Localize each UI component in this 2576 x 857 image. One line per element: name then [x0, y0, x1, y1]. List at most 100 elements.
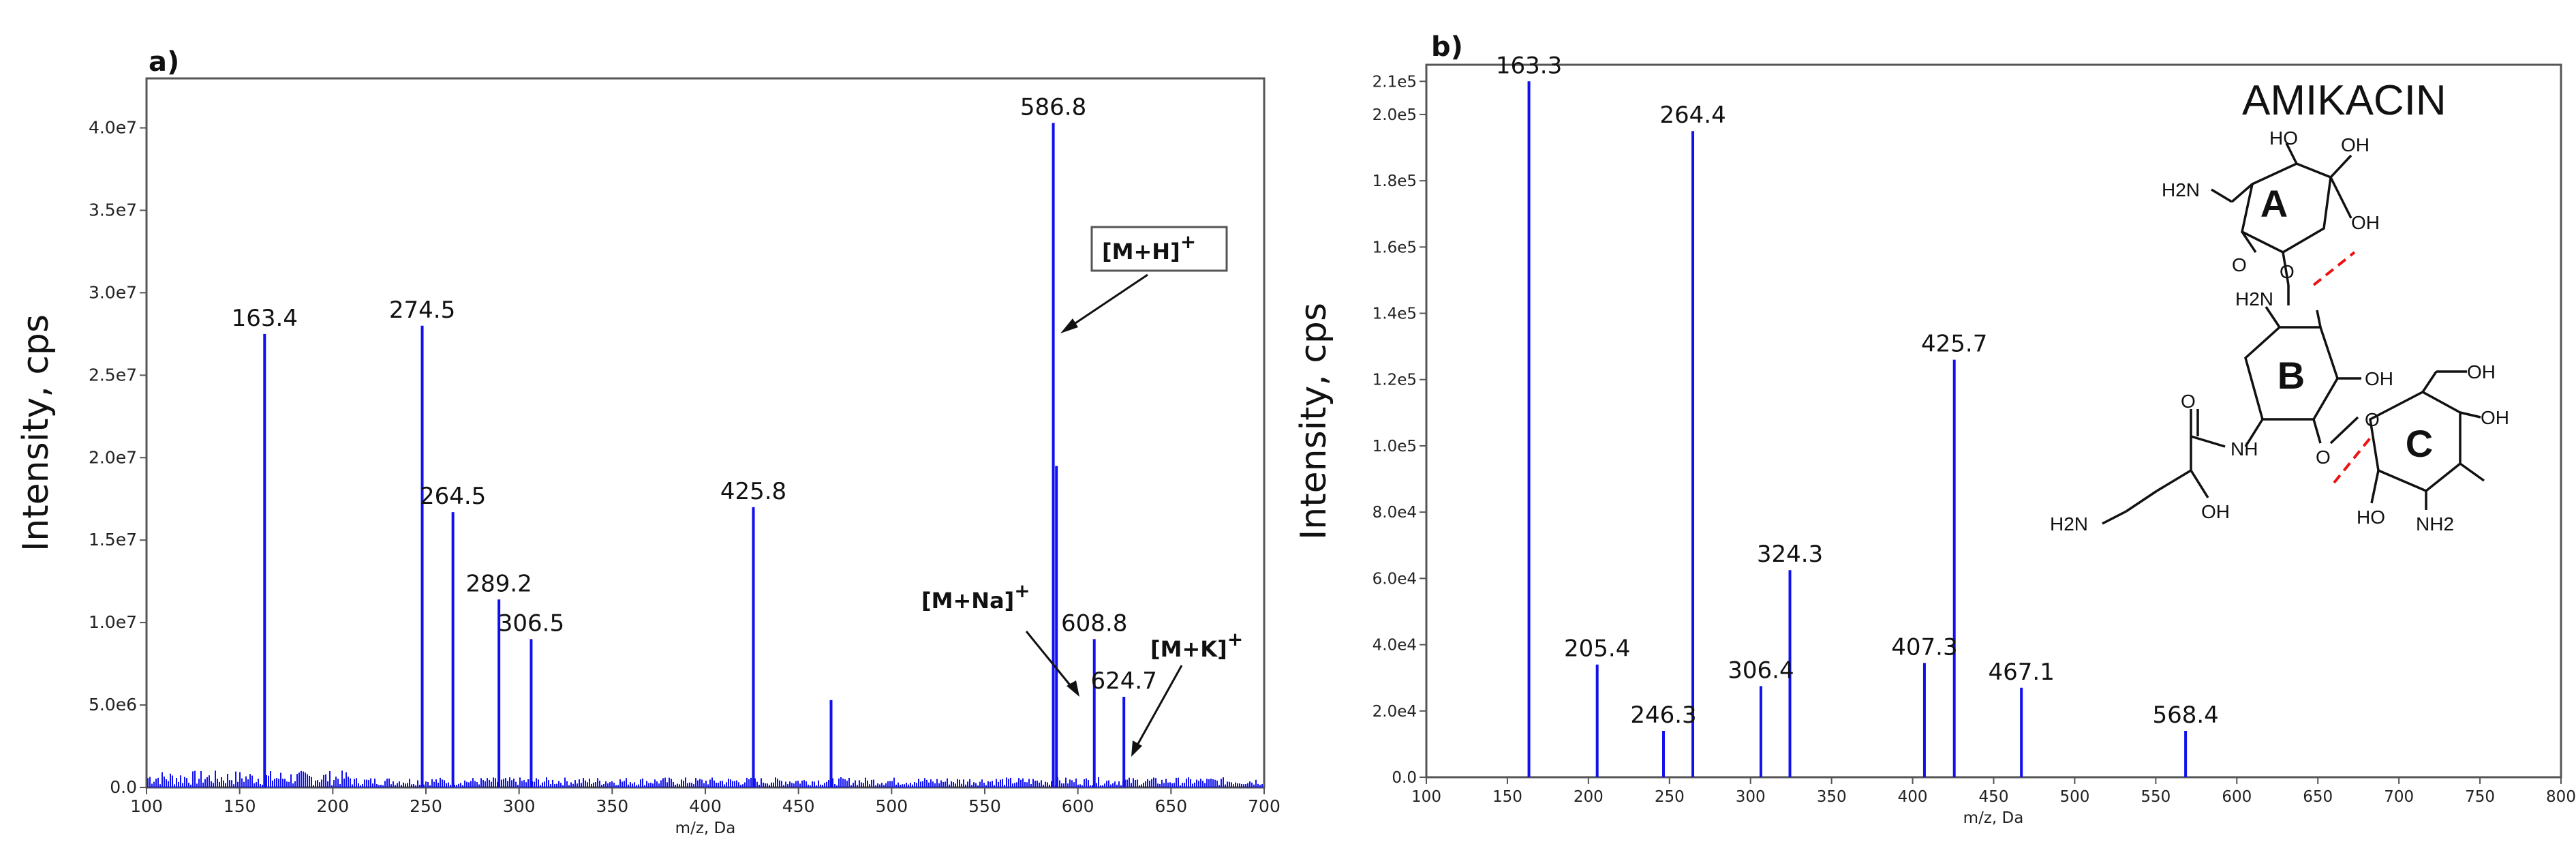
group-o-link-ab: O [2280, 261, 2295, 282]
x-tick-label: 500 [2059, 788, 2089, 806]
x-tick-label: 350 [1817, 788, 1847, 806]
group-o-link-bc: O [2316, 447, 2331, 468]
y-tick-label: 8.0e4 [1373, 504, 1417, 522]
x-tick-label: 100 [1411, 788, 1441, 806]
x-tick-label: 400 [689, 796, 722, 816]
x-tick-label: 800 [2546, 788, 2576, 806]
x-tick-label: 250 [410, 796, 442, 816]
group-o-ring-c: O [2365, 409, 2380, 430]
y-tick-label: 5.0e6 [89, 695, 137, 715]
y-tick-label: 1.2e5 [1373, 372, 1417, 389]
peak-label: 324.3 [1757, 541, 1823, 568]
x-tick-label: 600 [1062, 796, 1094, 816]
peak-label: 425.7 [1921, 331, 1987, 358]
y-tick-label: 6.0e4 [1373, 570, 1417, 588]
y-tick-label: 2.0e5 [1373, 106, 1417, 124]
mh-arrow [1067, 273, 1148, 330]
panel-a-x-axis-label: m/z, Da [675, 820, 736, 837]
ring-a-label: A [2260, 182, 2288, 225]
amikacin-structure: AMIKACIN [2050, 77, 2509, 535]
y-tick-label: 3.0e7 [89, 282, 137, 302]
x-tick-label: 600 [2222, 788, 2252, 806]
mna-arrowhead [1067, 680, 1079, 697]
cleavage-line-1 [2312, 251, 2356, 286]
group-oh-a1: OH [2341, 134, 2370, 155]
x-tick-label: 300 [1736, 788, 1766, 806]
y-tick-label: 2.5e7 [89, 365, 137, 385]
x-tick-label: 500 [875, 796, 908, 816]
panel-b-x-axis-label: m/z, Da [1963, 809, 2024, 827]
peak-label: 264.4 [1659, 102, 1726, 129]
group-nh: NH [2230, 438, 2258, 460]
x-tick-label: 750 [2465, 788, 2495, 806]
y-tick-label: 1.6e5 [1373, 239, 1417, 256]
group-h2n-a: H2N [2162, 179, 2200, 200]
peak-label: 246.3 [1630, 702, 1696, 729]
x-tick-label: 700 [2384, 788, 2414, 806]
mh-annotation: [M+H]+ [1102, 230, 1196, 265]
y-tick-label: 4.0e4 [1373, 637, 1417, 655]
peak-label: 425.8 [720, 478, 786, 505]
group-o-carbonyl: O [2181, 391, 2196, 412]
mna-annotation: [M+Na]+ [921, 580, 1030, 614]
mna-arrow [1025, 631, 1075, 691]
x-tick-label: 550 [2141, 788, 2171, 806]
peak-label: 306.5 [498, 610, 564, 637]
x-tick-label: 150 [1492, 788, 1522, 806]
mh-annotation-sup: + [1180, 230, 1196, 253]
panel-a-y-axis-label: Intensity, cps [16, 314, 57, 552]
peak-label: 624.7 [1091, 667, 1157, 695]
mna-annotation-text: [M+Na] [921, 588, 1014, 614]
x-tick-label: 200 [316, 796, 349, 816]
y-tick-label: 1.0e5 [1373, 438, 1417, 455]
x-tick-label: 700 [1248, 796, 1281, 816]
group-oh-chain: OH [2201, 501, 2230, 522]
x-tick-label: 450 [782, 796, 815, 816]
group-h2n-chain: H2N [2050, 513, 2088, 535]
x-tick-label: 100 [130, 796, 163, 816]
y-tick-label: 1.8e5 [1373, 172, 1417, 190]
structure-title: AMIKACIN [2242, 77, 2447, 124]
y-tick-label: 1.5e7 [89, 530, 137, 550]
x-tick-label: 200 [1574, 788, 1604, 806]
group-ho-c: HO [2357, 507, 2385, 528]
group-oh-b: OH [2365, 368, 2393, 389]
peak-label: 306.4 [1728, 657, 1794, 684]
group-oh-c2: OH [2481, 407, 2509, 428]
group-h2n-b: H2N [2235, 288, 2273, 310]
mh-arrowhead [1060, 318, 1078, 333]
peak-label: 568.4 [2152, 702, 2218, 729]
peak-label: 586.8 [1020, 93, 1086, 121]
x-tick-label: 650 [1154, 796, 1187, 816]
panel-b-y-axis-label: Intensity, cps [1293, 303, 1334, 540]
ring-b-label: B [2278, 354, 2305, 397]
x-tick-label: 350 [596, 796, 628, 816]
peak-label: 205.4 [1564, 635, 1630, 663]
peak-label: 608.8 [1061, 610, 1127, 637]
peak-label: 289.2 [465, 570, 532, 597]
ring-c-label: C [2406, 422, 2433, 465]
mk-arrowhead [1131, 740, 1142, 757]
y-tick-label: 1.0e7 [89, 612, 137, 632]
peak-label: 274.5 [389, 297, 455, 324]
panel-b: b) 0.0 2.0e4 4.0e4 6.0e4 8.0e4 1.0e5 1.2e5 1.4e… [1293, 31, 2576, 827]
group-oh-a2: OH [2351, 212, 2380, 233]
x-tick-label: 550 [968, 796, 1001, 816]
mna-annotation-sup: + [1014, 580, 1030, 602]
y-tick-label: 2.0e7 [89, 447, 137, 467]
peak-label: 163.4 [232, 305, 298, 332]
mk-annotation-sup: + [1227, 628, 1243, 650]
y-tick-label: 2.1e5 [1373, 73, 1417, 91]
mk-arrow [1134, 665, 1183, 749]
x-tick-label: 400 [1898, 788, 1928, 806]
panel-a-label: a) [149, 46, 179, 78]
mh-annotation-text: [M+H] [1102, 239, 1180, 265]
x-tick-label: 650 [2303, 788, 2333, 806]
group-nh2-c: NH2 [2416, 513, 2454, 535]
x-tick-label: 250 [1655, 788, 1685, 806]
y-tick-label: 3.5e7 [89, 200, 137, 220]
mk-annotation: [M+K]+ [1150, 628, 1243, 662]
group-ho-a: HO [2269, 127, 2298, 149]
cleavage-line-2 [2333, 435, 2373, 484]
peak-label: 467.1 [1989, 659, 2055, 686]
